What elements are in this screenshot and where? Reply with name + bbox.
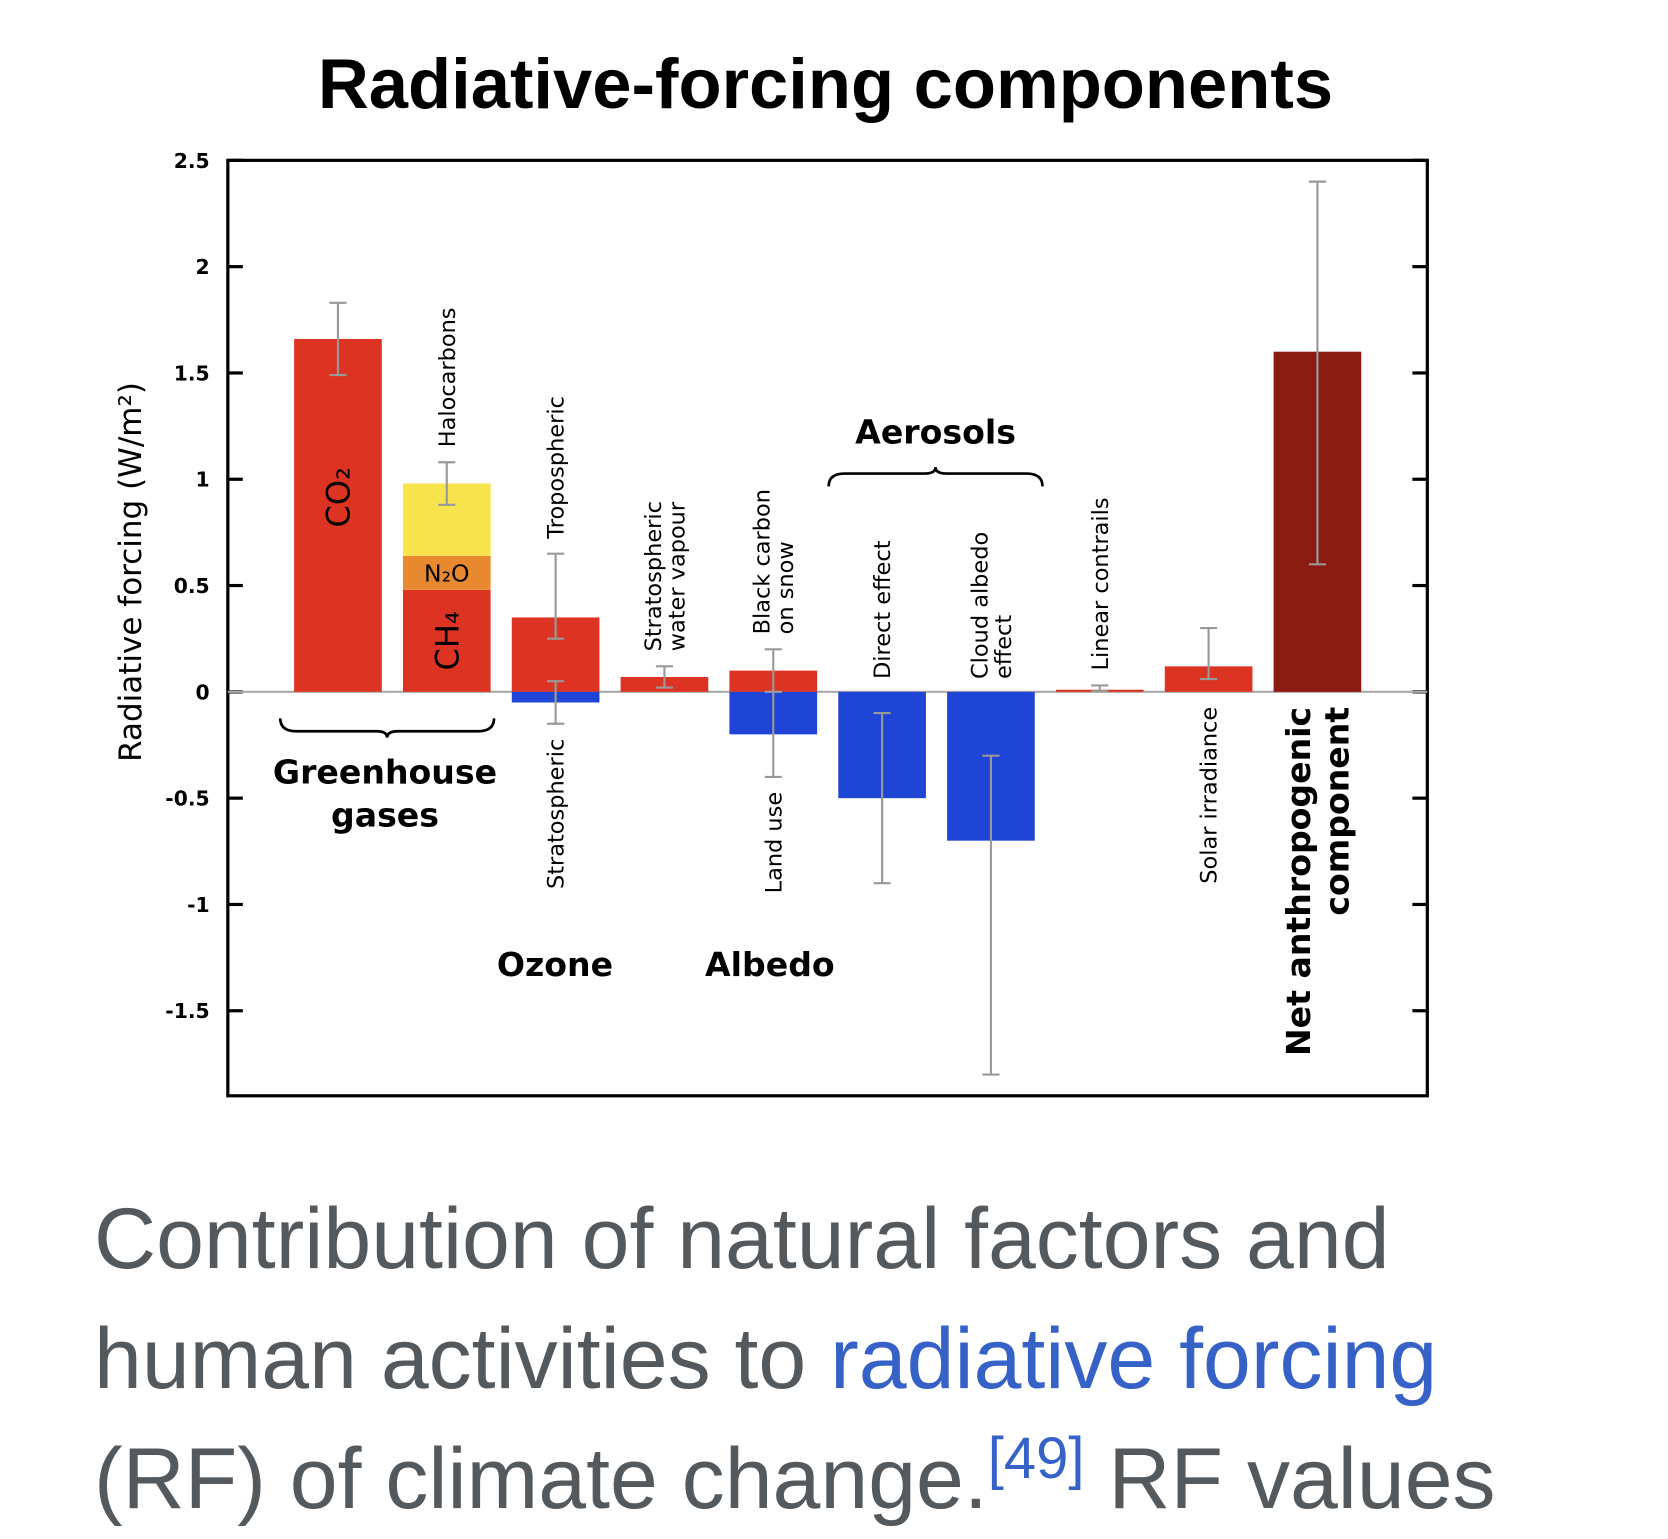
y-tick-label: -0.5 <box>165 787 209 811</box>
y-axis-label: Radiative forcing (W/m²) <box>113 382 149 762</box>
bar-segment <box>402 555 491 590</box>
error-bar <box>873 712 891 885</box>
group-brace <box>278 718 496 738</box>
y-tick-label: -1.5 <box>165 999 209 1023</box>
segment-label: Solar irradiance <box>1197 707 1223 884</box>
segment-label: Direct effect <box>870 540 896 679</box>
segment-label: Stratospheric <box>544 739 570 889</box>
y-tick-label: -1 <box>187 893 210 917</box>
segment-label: N₂O <box>424 559 469 587</box>
group-label: Ozone <box>497 945 613 984</box>
link[interactable]: radiative forcing <box>830 1311 1438 1407</box>
plot-frame <box>226 158 1429 1098</box>
caption-text: Contribution of natural factors and <box>94 1191 1390 1287</box>
y-tick-label: 2 <box>196 255 210 279</box>
segment-label: Land use <box>761 792 787 894</box>
caption: Contribution of natural factors and huma… <box>94 1179 1654 1539</box>
error-bar <box>655 665 673 689</box>
group-label: Greenhouse <box>273 753 497 792</box>
caption-text: (RF) of climate change. <box>94 1431 988 1527</box>
reference-link[interactable]: [49] <box>987 1426 1085 1491</box>
chart-title: Radiative-forcing components <box>318 44 1333 123</box>
group-brace <box>827 467 1044 487</box>
error-bar <box>1091 684 1109 693</box>
segment-label: Linear contrails <box>1088 497 1114 670</box>
error-bar <box>547 552 565 640</box>
error-bar <box>329 301 347 377</box>
group-label: gases <box>331 795 439 834</box>
bar-segment <box>402 589 491 692</box>
group-label: Aerosols <box>855 413 1016 452</box>
segment-label: Black carbon <box>750 489 776 634</box>
segment-label: CH₄ <box>429 611 467 670</box>
y-tick-label: 0.5 <box>174 574 210 598</box>
error-bar <box>1200 627 1218 681</box>
segment-label: Tropospheric <box>544 396 570 540</box>
group-label: Albedo <box>705 945 835 984</box>
y-tick-label: 1.5 <box>174 361 210 385</box>
segment-label: Cloud albedo <box>967 532 993 679</box>
chart: Radiative-forcing components Radiative f… <box>113 44 1429 1098</box>
caption-text: RF values <box>1108 1431 1496 1527</box>
error-bar <box>764 690 782 778</box>
segment-label: Net anthropogenic <box>1279 707 1318 1056</box>
segment-label: component <box>1318 707 1357 916</box>
y-tick-label: 0 <box>196 680 210 704</box>
error-bar <box>547 680 565 725</box>
segment-label: Stratospheric <box>641 501 667 651</box>
caption-text: human activities to <box>94 1311 807 1407</box>
segment-label: Halocarbons <box>435 308 461 448</box>
segment-label: CO₂ <box>320 467 358 527</box>
y-tick-label: 2.5 <box>174 149 210 173</box>
segment-label: on snow <box>773 541 799 634</box>
error-bar <box>438 461 456 506</box>
error-bar <box>1308 180 1326 566</box>
y-tick-label: 1 <box>196 468 210 492</box>
segment-label: effect <box>991 615 1017 679</box>
error-bar <box>982 754 1000 1076</box>
bar-segment <box>294 338 382 692</box>
segment-label: water vapour <box>664 501 690 651</box>
